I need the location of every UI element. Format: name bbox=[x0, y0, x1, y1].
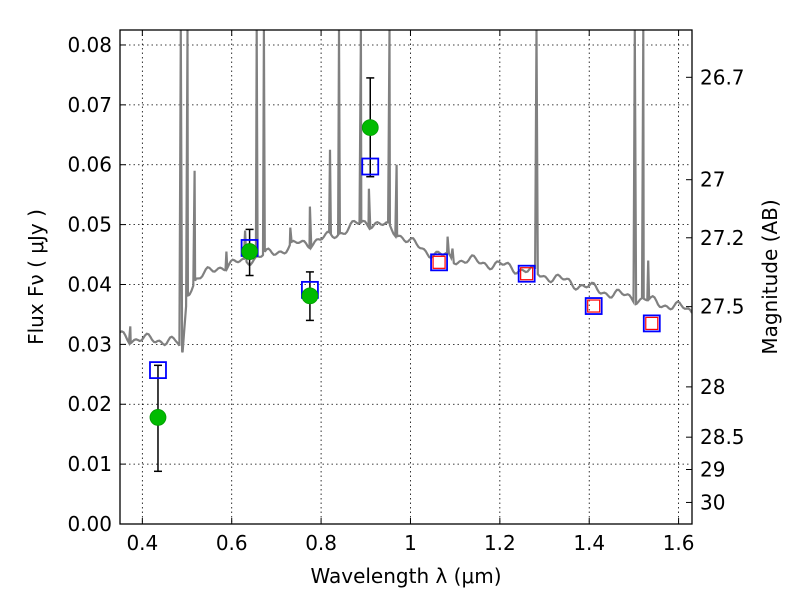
x-tick-label: 0.8 bbox=[305, 531, 337, 555]
y-tick-label: 0.02 bbox=[67, 392, 112, 416]
x-tick-label: 1.6 bbox=[663, 531, 695, 555]
x-tick-label: 0.6 bbox=[216, 531, 248, 555]
grid bbox=[120, 30, 692, 524]
y2-tick-label: 27.2 bbox=[700, 226, 745, 250]
y-axis-title: Flux Fν ( μJy ) bbox=[24, 209, 48, 345]
y2-tick-label: 28 bbox=[700, 375, 725, 399]
blue-square-marker bbox=[149, 361, 167, 380]
plot-frame bbox=[119, 29, 693, 525]
y-tick-label: 0.00 bbox=[67, 512, 112, 536]
spectrum-line bbox=[120, 30, 692, 353]
y-tick-label: 0.04 bbox=[67, 272, 112, 296]
x-tick-label: 1 bbox=[404, 531, 417, 555]
x-tick-label: 1.2 bbox=[484, 531, 516, 555]
model-spectrum bbox=[120, 30, 692, 353]
red-square-marker bbox=[587, 299, 601, 313]
green-circle-marker bbox=[301, 287, 319, 305]
green-circle-marker bbox=[361, 119, 379, 137]
y2-tick-label: 28.5 bbox=[700, 425, 745, 449]
green-circle-marker bbox=[149, 409, 167, 426]
y-tick-label: 0.03 bbox=[67, 332, 112, 356]
y2-tick-label: 27.5 bbox=[700, 295, 745, 319]
x-tick-label: 1.4 bbox=[573, 531, 605, 555]
blue-square-marker bbox=[361, 157, 380, 176]
y2-tick-label: 30 bbox=[700, 490, 725, 514]
blue-square-marker bbox=[584, 297, 603, 315]
y-tick-label: 0.06 bbox=[67, 153, 112, 177]
y-tick-label: 0.08 bbox=[67, 33, 112, 57]
red-square-marker bbox=[432, 255, 446, 269]
green-circle-marker bbox=[241, 243, 258, 260]
photometry-points bbox=[149, 77, 661, 473]
y2-tick-label: 26.7 bbox=[700, 65, 745, 89]
x-axis-title: Wavelength λ (μm) bbox=[310, 564, 501, 588]
y2-tick-label: 27 bbox=[700, 168, 725, 192]
x-tick-label: 0.4 bbox=[126, 531, 158, 555]
red-square-marker bbox=[520, 267, 534, 281]
y2-tick-label: 29 bbox=[700, 458, 725, 482]
y-tick-label: 0.01 bbox=[67, 452, 112, 476]
blue-square-marker bbox=[430, 253, 448, 272]
y2-axis-title: Magnitude (AB) bbox=[758, 199, 782, 354]
y-tick-label: 0.07 bbox=[67, 93, 112, 117]
y-tick-label: 0.05 bbox=[67, 213, 112, 237]
red-square-marker bbox=[645, 316, 659, 331]
blue-square-marker bbox=[517, 264, 536, 283]
blue-square-marker bbox=[642, 314, 661, 333]
plot-area bbox=[120, 30, 692, 524]
axis-ticks: 0.4 0.6 0.8 1 1.2 1.4 1.6 0.00 0.01 0.02 0.03 0.04 0… bbox=[67, 30, 745, 555]
